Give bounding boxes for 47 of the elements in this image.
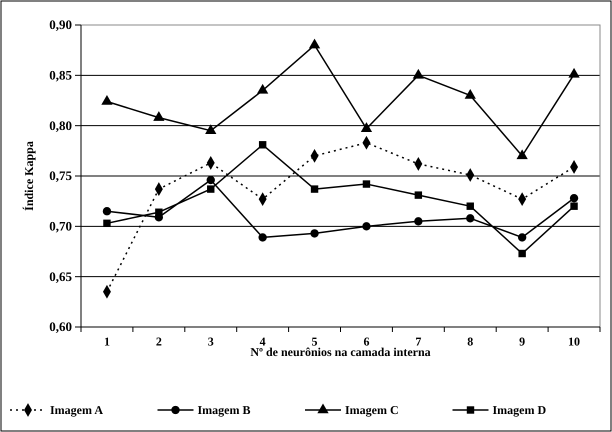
y-tick-label: 0,90	[49, 17, 72, 32]
point	[205, 124, 216, 134]
point	[568, 68, 580, 78]
point	[414, 217, 423, 226]
legend-label: Imagem D	[492, 403, 546, 417]
x-tick-label: 3	[208, 334, 214, 349]
x-tick-label: 8	[467, 334, 474, 349]
point	[466, 214, 474, 222]
point	[310, 185, 318, 193]
point	[518, 233, 526, 242]
y-tick-label: 0,65	[49, 268, 72, 284]
legend-label: Imagem A	[50, 403, 104, 417]
point	[360, 122, 372, 132]
y-tick-label: 0,70	[49, 218, 72, 234]
point	[570, 194, 578, 202]
point	[362, 180, 370, 188]
point	[466, 202, 474, 210]
y-tick-label: 0,80	[49, 118, 72, 133]
y-tick-label: 0,85	[49, 67, 72, 82]
point	[206, 176, 215, 184]
point	[153, 111, 164, 121]
x-tick-label: 9	[519, 334, 526, 349]
point	[516, 149, 528, 160]
point	[103, 220, 111, 228]
legend-label: Imagem C	[345, 403, 399, 417]
y-tick-label: 0,75	[49, 168, 72, 184]
point	[102, 207, 112, 216]
point	[464, 88, 476, 99]
x-tick-label: 1	[104, 334, 110, 349]
y-axis-title: Índice Kappa	[22, 141, 36, 211]
point	[310, 229, 319, 238]
point	[570, 202, 578, 210]
point	[258, 141, 266, 148]
point	[362, 222, 371, 231]
point	[258, 233, 267, 242]
point	[257, 84, 268, 94]
point	[101, 95, 113, 105]
legend-label: Imagem B	[198, 403, 250, 417]
x-tick-label: 2	[156, 334, 162, 349]
point	[207, 185, 214, 193]
y-tick-label: 0,60	[49, 319, 72, 334]
point	[518, 250, 526, 258]
point	[412, 68, 424, 79]
x-tick-label: 10	[568, 334, 580, 349]
point	[414, 191, 422, 199]
point	[155, 208, 163, 216]
point	[308, 38, 320, 48]
